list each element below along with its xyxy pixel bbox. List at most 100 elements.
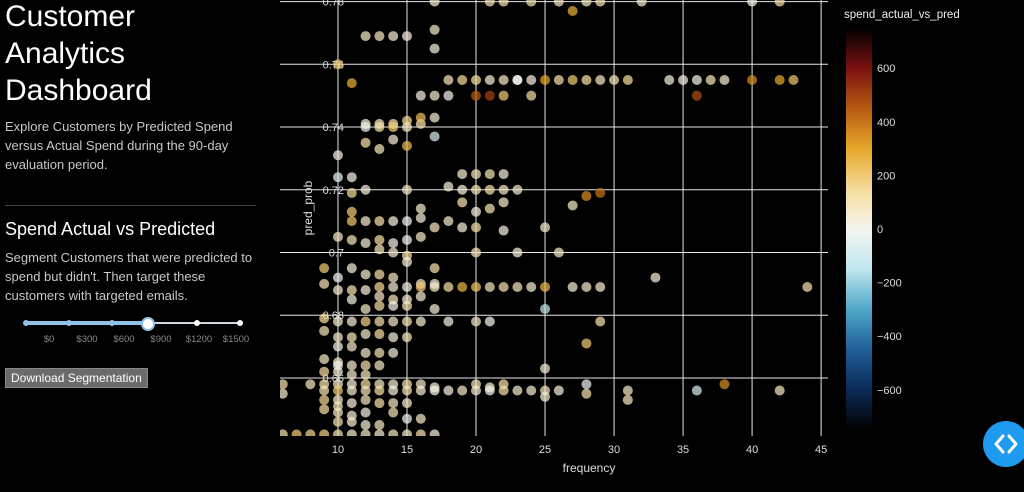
data-point xyxy=(526,385,537,396)
data-point xyxy=(360,216,371,227)
data-point xyxy=(526,90,537,101)
x-tick-label: 35 xyxy=(677,444,689,456)
data-point xyxy=(429,429,440,436)
download-segmentation-button[interactable]: Download Segmentation xyxy=(5,368,148,388)
data-point xyxy=(719,74,730,85)
colorbar xyxy=(846,28,872,430)
data-point xyxy=(471,206,482,217)
data-point xyxy=(332,285,343,296)
data-point xyxy=(526,0,537,7)
data-point xyxy=(498,169,509,180)
data-point xyxy=(374,347,385,358)
data-point xyxy=(401,300,412,311)
data-point xyxy=(553,74,564,85)
data-point xyxy=(291,429,302,436)
data-point xyxy=(360,407,371,418)
data-point xyxy=(346,172,357,183)
data-point xyxy=(374,269,385,280)
data-point xyxy=(332,385,343,396)
data-point xyxy=(388,247,399,258)
data-point xyxy=(443,282,454,293)
data-point xyxy=(581,338,592,349)
data-point xyxy=(401,31,412,42)
slider-track[interactable] xyxy=(26,321,150,325)
data-point xyxy=(774,385,785,396)
data-point xyxy=(678,74,689,85)
slider-handle[interactable] xyxy=(141,317,156,331)
intro-text: Explore Customers by Predicted Spend ver… xyxy=(5,119,233,172)
data-point xyxy=(471,184,482,195)
data-point xyxy=(471,385,482,396)
data-point xyxy=(457,184,468,195)
data-point xyxy=(691,90,702,101)
slider-dot[interactable] xyxy=(23,320,29,326)
data-point xyxy=(346,234,357,245)
slider-dot[interactable] xyxy=(194,320,201,326)
data-point xyxy=(471,282,482,293)
data-point xyxy=(332,366,343,377)
slider-mark[interactable]: $300 xyxy=(76,334,98,345)
slider-mark[interactable]: $600 xyxy=(113,334,135,345)
data-point xyxy=(332,231,343,242)
data-point xyxy=(415,385,426,396)
data-point xyxy=(346,369,357,380)
data-point xyxy=(360,329,371,340)
colorbar-tick-label: 0 xyxy=(877,224,883,236)
data-point xyxy=(484,90,495,101)
data-point xyxy=(374,31,385,42)
slider-mark[interactable]: $1500 xyxy=(222,334,250,345)
data-point xyxy=(636,0,647,7)
slider-mark[interactable]: $0 xyxy=(43,334,55,345)
data-point xyxy=(346,360,357,371)
data-point xyxy=(512,247,523,258)
data-point xyxy=(540,391,551,402)
data-point xyxy=(567,74,578,85)
data-point xyxy=(484,169,495,180)
data-point xyxy=(581,74,592,85)
data-point xyxy=(374,143,385,154)
data-point xyxy=(429,263,440,274)
points-layer xyxy=(280,0,813,436)
data-point xyxy=(443,216,454,227)
section-description: Segment Customers that were predicted to… xyxy=(5,250,253,303)
data-point xyxy=(346,332,357,343)
data-point xyxy=(526,74,537,85)
slider-dot[interactable] xyxy=(65,320,72,326)
data-point xyxy=(581,282,592,293)
data-point xyxy=(581,379,592,390)
data-point xyxy=(319,354,330,365)
slider-dot[interactable] xyxy=(108,320,115,326)
data-point xyxy=(443,181,454,192)
data-point xyxy=(443,74,454,85)
code-toggle-button[interactable] xyxy=(983,421,1024,467)
slider-dot[interactable] xyxy=(237,320,243,326)
data-point xyxy=(443,316,454,327)
data-point xyxy=(388,429,399,436)
data-point xyxy=(360,385,371,396)
data-point xyxy=(553,385,564,396)
data-point xyxy=(484,385,495,396)
colorbar-tick-label: 600 xyxy=(877,63,895,75)
data-point xyxy=(401,216,412,227)
data-point xyxy=(360,429,371,436)
data-point xyxy=(388,122,399,133)
data-point xyxy=(401,332,412,343)
slider-mark[interactable]: $900 xyxy=(150,334,172,345)
plot-area xyxy=(280,0,828,436)
data-point xyxy=(305,429,316,436)
colorbar-tick-label: −600 xyxy=(877,385,902,397)
data-point xyxy=(374,216,385,227)
data-point xyxy=(457,282,468,293)
data-point xyxy=(471,90,482,101)
data-point xyxy=(332,316,343,327)
data-point xyxy=(332,59,343,70)
spend-slider[interactable]: $0 $300 $600 $900 $1200 $1500 xyxy=(22,314,249,350)
slider-mark[interactable]: $1200 xyxy=(185,334,213,345)
data-point xyxy=(484,0,495,7)
x-tick-label: 20 xyxy=(470,444,482,456)
x-tick-label: 45 xyxy=(815,444,827,456)
data-point xyxy=(512,385,523,396)
data-point xyxy=(512,282,523,293)
data-point xyxy=(346,216,357,227)
data-point xyxy=(498,74,509,85)
